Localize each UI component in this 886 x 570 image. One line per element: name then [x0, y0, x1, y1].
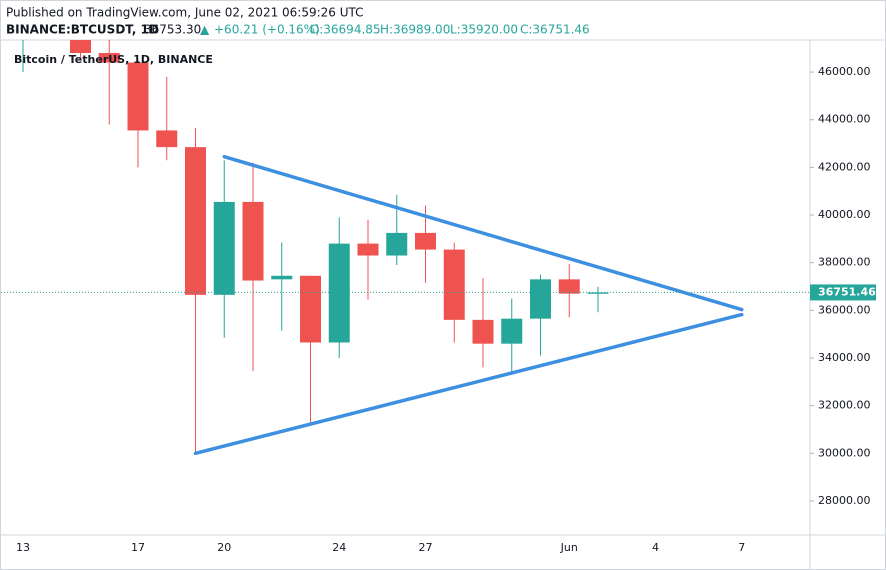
- published: Published on TradingView.com, June 02, 2…: [6, 6, 364, 20]
- candle-body: [472, 319, 494, 344]
- last-price-box: [810, 284, 876, 301]
- candle-body: [501, 318, 523, 344]
- candle-body: [70, 40, 91, 54]
- candle-body: [127, 62, 149, 131]
- arrow: ▲: [200, 23, 210, 37]
- y-tick-label: 28000.00: [818, 494, 871, 507]
- x-tick-label: 20: [217, 541, 231, 554]
- open: O:36694.85: [310, 23, 381, 37]
- last: 36753.30: [144, 23, 201, 37]
- y-tick-label: 34000.00: [818, 351, 871, 364]
- candle-body: [530, 279, 551, 319]
- candle-body: [185, 147, 206, 295]
- x-tick-label: Jun: [560, 541, 578, 554]
- x-tick-label: 13: [16, 541, 30, 554]
- candle-body: [443, 249, 465, 320]
- y-tick-label: 46000.00: [818, 65, 871, 78]
- y-tick-label: 40000.00: [818, 208, 871, 221]
- change: +60.21 (+0.16%): [214, 23, 320, 37]
- candle-body: [415, 232, 436, 250]
- x-tick-label: 27: [419, 541, 433, 554]
- x-tick-label: 4: [652, 541, 659, 554]
- candle-body: [357, 243, 379, 256]
- candle-body: [386, 232, 408, 256]
- y-tick-label: 32000.00: [818, 399, 871, 412]
- y-tick-label: 44000.00: [818, 113, 871, 126]
- candle-body: [271, 275, 293, 280]
- candle-body: [98, 53, 120, 63]
- candle-body: [213, 201, 235, 295]
- y-tick-label: 38000.00: [818, 256, 871, 269]
- y-tick-label: 30000.00: [818, 446, 871, 459]
- high: H:36989.00: [380, 23, 450, 37]
- y-tick-label: 36000.00: [818, 303, 871, 316]
- x-tick-label: 7: [738, 541, 745, 554]
- plot: [1, 40, 809, 456]
- trendline: [193, 312, 744, 456]
- x-tick-label: 17: [131, 541, 145, 554]
- x-tick-label: 24: [332, 541, 346, 554]
- low: L:35920.00: [450, 23, 518, 37]
- candle-body: [242, 201, 264, 281]
- y-tick-label: 42000.00: [818, 160, 871, 173]
- candle-body: [328, 243, 350, 343]
- close: C:36751.46: [520, 23, 590, 37]
- candle-body: [587, 292, 609, 294]
- candle-body: [156, 130, 178, 148]
- symbol: BINANCE:BTCUSDT, 1D: [6, 23, 159, 37]
- ohlc-header: BINANCE:BTCUSDT, 1D 36753.30 ▲ +60.21 (+…: [6, 23, 590, 37]
- chart-title: Bitcoin / TetherUS, 1D, BINANCE: [14, 53, 213, 66]
- last-price-label: 36751.46: [818, 285, 876, 298]
- candle-body: [300, 275, 321, 343]
- candle-body: [558, 279, 580, 294]
- trendline: [222, 154, 744, 312]
